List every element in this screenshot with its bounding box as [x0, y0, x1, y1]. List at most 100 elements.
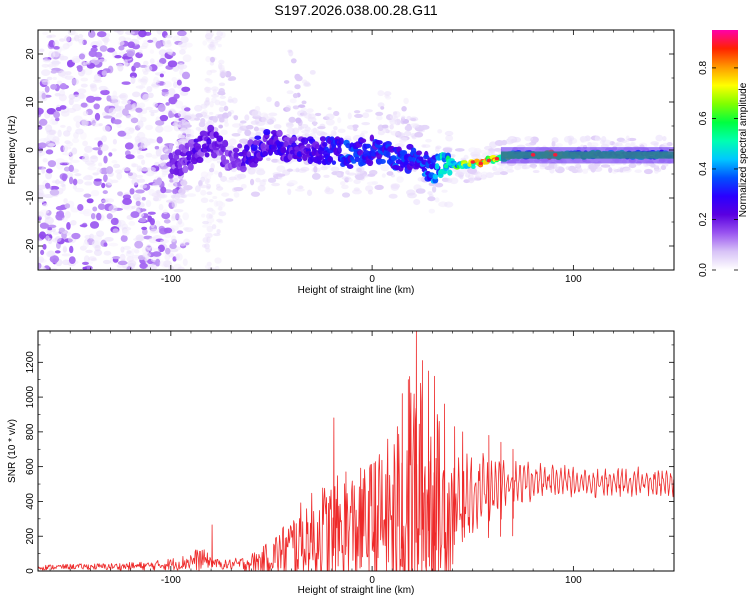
spectrogram-blob: [427, 191, 433, 195]
snr-y-tick-label: 1200: [25, 351, 36, 374]
spectrogram-blob: [294, 84, 301, 90]
spectrogram-blob: [333, 126, 338, 131]
spectrogram-blob: [344, 135, 352, 141]
spectrogram-blob: [239, 165, 247, 173]
spectrogram-blob: [254, 110, 262, 118]
spectrogram-blob: [47, 160, 57, 168]
spectrogram-blob: [285, 105, 292, 112]
spectrogram-blob: [249, 178, 255, 186]
spectrogram-blob: [173, 154, 180, 161]
spectrogram-blob: [283, 80, 290, 84]
spectrogram-blob: [218, 106, 225, 113]
spectrogram-blob: [38, 107, 44, 115]
spectrogram-blob: [290, 58, 297, 64]
spectrogram-blob: [171, 213, 181, 220]
spectrogram-blob: [233, 186, 244, 192]
spectrogram-blob: [613, 142, 619, 147]
spectrogram-blob: [177, 218, 183, 225]
spectrogram-blob: [98, 123, 103, 127]
spectrogram-y-tick-label: 0: [25, 147, 36, 153]
spectrogram-blob: [147, 39, 154, 43]
spectrogram-blob: [41, 79, 50, 86]
spectrogram-blob: [111, 159, 118, 164]
spectrogram-blob: [102, 190, 108, 195]
spectrogram-y-tick-label: 20: [25, 48, 36, 60]
spectrogram-blob: [600, 164, 611, 168]
spectrogram-blob: [118, 94, 127, 99]
spectrogram-blob: [162, 209, 168, 215]
spectrogram-blob: [313, 165, 318, 173]
spectrogram-blob: [96, 167, 102, 175]
spectrogram-blob: [42, 31, 49, 36]
spectrogram-blob: [240, 120, 247, 124]
spectrogram-blob: [380, 106, 385, 110]
spectrogram-blob: [177, 266, 185, 270]
spectrogram-blob: [72, 57, 81, 64]
spectrogram-blob: [103, 174, 108, 183]
spectrogram-blob: [129, 188, 135, 195]
spectrogram-blob: [175, 198, 185, 204]
spectrogram-blob: [96, 230, 105, 237]
spectrogram-blob: [46, 76, 53, 81]
spectrogram-blob: [179, 49, 186, 55]
spectrogram-blob: [219, 95, 226, 99]
spectrogram-blob: [180, 134, 186, 139]
spectrogram-blob: [470, 160, 475, 164]
spectrogram-blob: [299, 126, 305, 130]
spectrogram-blob: [163, 227, 173, 234]
spectrogram-blob: [86, 198, 94, 204]
spectrogram-blob: [38, 138, 49, 142]
spectrogram-blob: [108, 107, 117, 115]
spectrogram-blob: [233, 191, 240, 198]
spectrogram-blob: [163, 125, 173, 133]
spectrogram-blob: [418, 156, 424, 162]
spectrogram-blob: [53, 39, 60, 48]
spectrogram-blob: [467, 167, 477, 175]
spectrogram-blob: [82, 140, 88, 147]
spectrogram-blob: [620, 139, 628, 144]
spectrogram-blob: [611, 168, 618, 174]
spectrogram-blob: [306, 189, 313, 196]
spectrogram-blob: [341, 192, 351, 198]
spectrogram-blob: [406, 189, 416, 196]
spectrogram-blob: [381, 124, 389, 129]
spectrogram-blob: [78, 39, 84, 46]
spectrogram-blob: [74, 34, 80, 42]
spectrogram-blob: [172, 188, 178, 195]
spectrogram-blob: [58, 93, 67, 102]
spectrogram-blob: [125, 115, 134, 120]
spectrogram-blob: [292, 105, 300, 110]
spectrogram-blob: [54, 250, 61, 254]
spectrogram-blob: [390, 155, 397, 161]
spectrogram-blob: [271, 158, 279, 163]
spectrogram-blob: [221, 112, 230, 119]
spectrogram-blob: [352, 124, 359, 129]
spectrogram-blob: [48, 39, 56, 48]
spectrogram-blob: [39, 222, 49, 229]
spectrogram-blob: [374, 184, 384, 190]
spectrogram-blob: [47, 250, 55, 257]
spectrogram-blob: [184, 42, 193, 48]
spectrogram-blob: [42, 243, 47, 250]
spectrogram-blob: [53, 111, 60, 119]
spectrogram-blob: [468, 177, 477, 182]
spectrogram-blob: [389, 118, 397, 125]
spectrogram-blob: [145, 124, 153, 131]
spectrogram-blob: [218, 211, 227, 217]
spectrogram-blob: [136, 131, 146, 140]
spectrogram-blob: [171, 235, 177, 243]
spectrogram-blob: [290, 136, 298, 142]
spectrogram-blob: [186, 193, 197, 197]
spectrogram-blob: [285, 122, 294, 128]
spectrogram-blob: [503, 167, 509, 172]
spectrogram-blob: [137, 154, 145, 160]
spectrogram-blob: [40, 249, 45, 256]
spectrogram-blob: [122, 108, 129, 116]
spectrogram-blob: [169, 243, 177, 250]
spectrogram-blob: [69, 220, 77, 225]
spectrogram-blob: [476, 154, 483, 160]
spectrogram-blob: [67, 108, 77, 113]
spectrogram-blob: [42, 58, 51, 63]
spectrogram-blob: [206, 183, 212, 189]
spectrogram-blob: [49, 185, 60, 191]
